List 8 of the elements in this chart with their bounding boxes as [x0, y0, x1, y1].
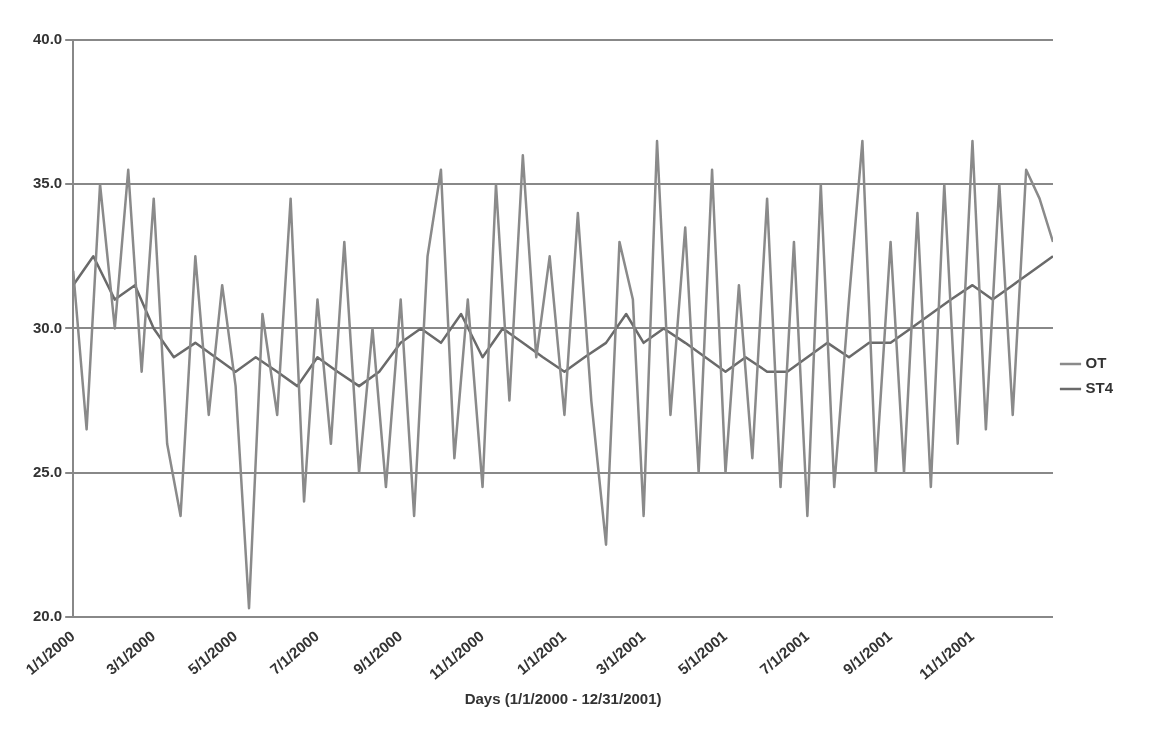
legend-label: ST4 [1085, 379, 1114, 397]
legend-label: OT [1085, 354, 1107, 372]
y-tick-label: 25.0 [32, 462, 63, 480]
y-tick-label: 40.0 [32, 30, 63, 48]
y-tick-label: 35.0 [32, 174, 63, 192]
x-axis-title: Days (1/1/2000 - 12/31/2001) [464, 690, 662, 708]
y-tick-label: 30.0 [32, 318, 63, 336]
y-tick-label: 20.0 [32, 606, 63, 624]
